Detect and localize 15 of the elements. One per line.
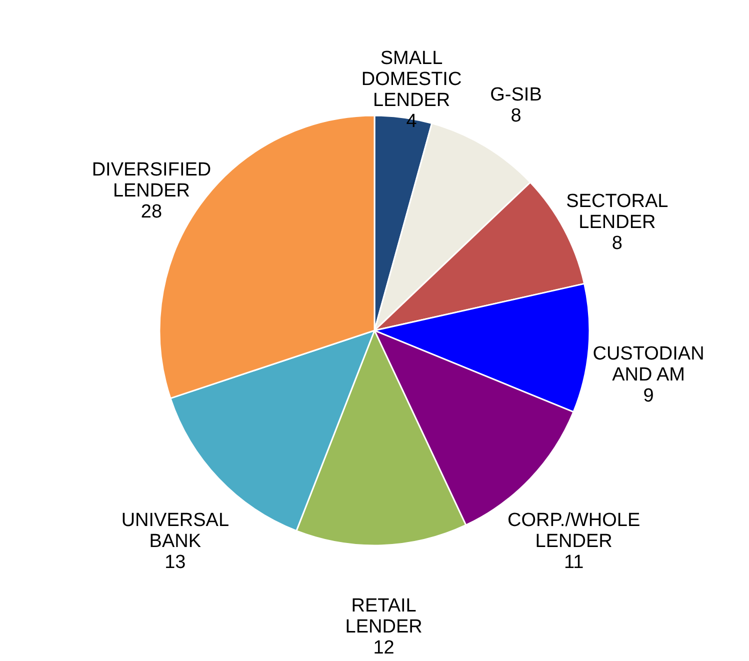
data-label: 8 [612,233,622,254]
slice-label: DIVERSIFIED LENDER [92,160,212,202]
data-label: 11 [564,552,584,573]
slice-label: RETAIL LENDER [345,595,422,638]
slice-label: CUSTODIAN AND AM [592,344,704,386]
data-label: 13 [164,552,186,573]
slice-label: UNIVERSAL BANK [121,510,230,552]
slice-label: SECTORAL LENDER [566,191,668,234]
data-label: 9 [643,386,654,407]
slice-label: CORP./WHOLE LENDER [507,510,640,552]
slice-label: SMALL DOMESTIC LENDER [361,48,462,112]
slice-label: G-SIB [490,84,542,106]
data-label: 28 [140,202,162,223]
data-label: 8 [510,106,522,127]
data-label: 12 [373,637,394,658]
